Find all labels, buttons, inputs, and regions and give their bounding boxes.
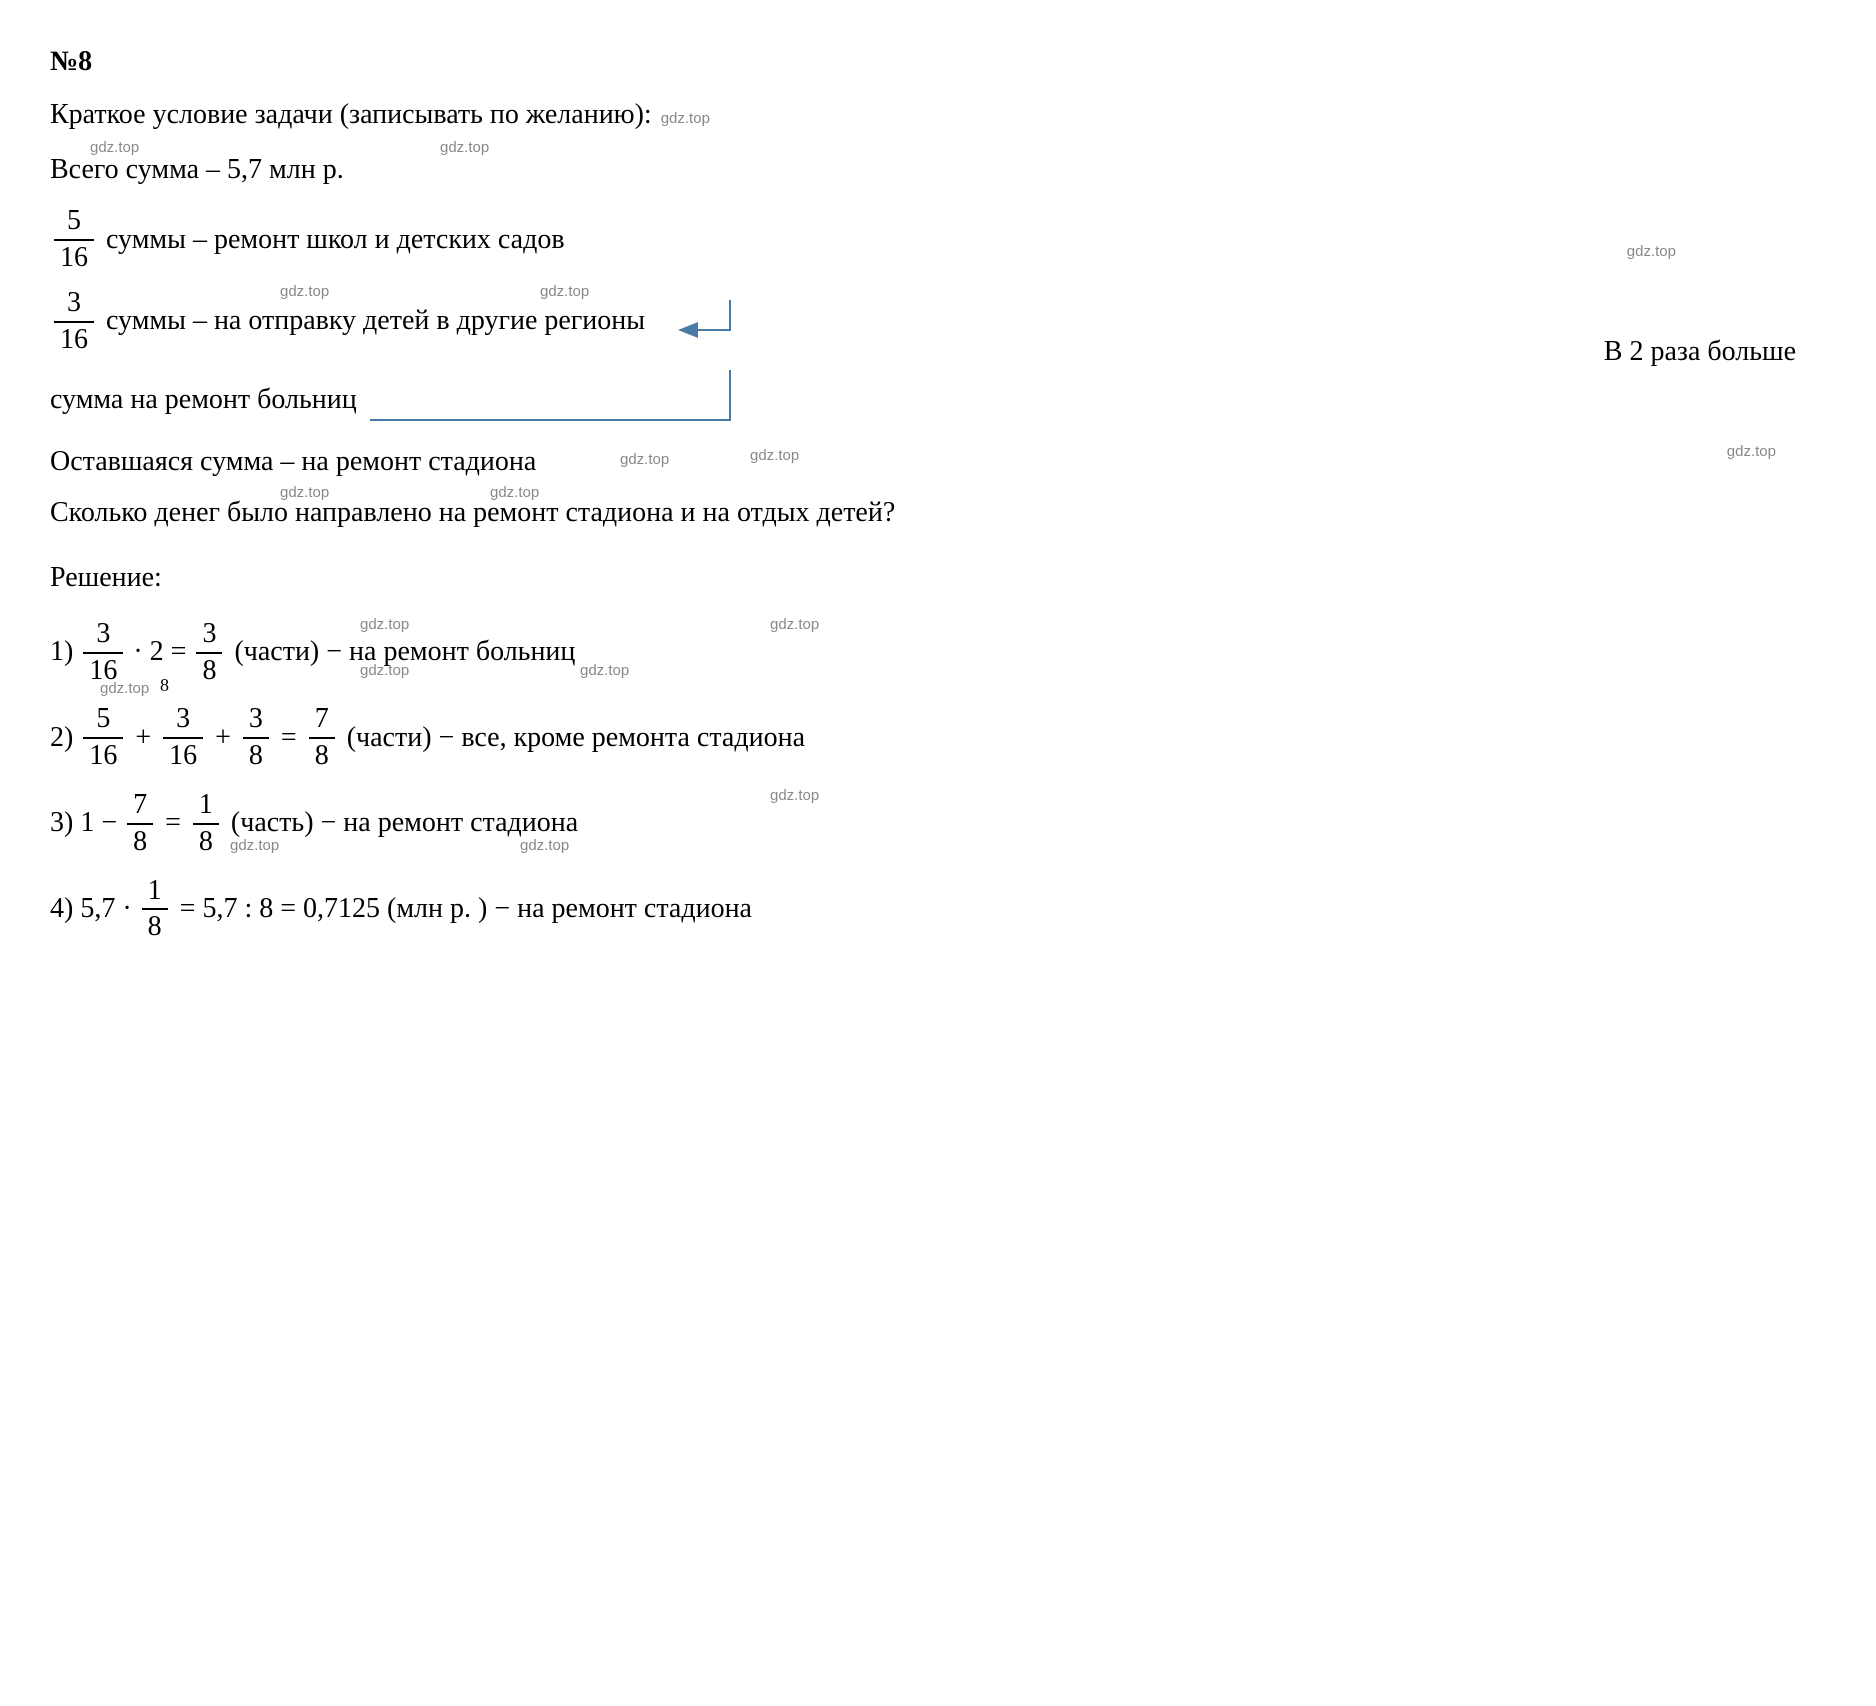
line-condition: Краткое условие задачи (записывать по же… [50, 93, 1826, 138]
frac-num: 7 [127, 790, 153, 825]
cancel-8: 8 [160, 671, 169, 700]
s2-rest: (части) − все, кроме ремонта стадиона [347, 716, 805, 761]
s3-frac1: 7 8 [127, 790, 153, 858]
watermark: gdz.top [580, 659, 629, 683]
s2-frac3: 3 8 [243, 704, 269, 772]
watermark: gdz.top [750, 444, 799, 468]
bracket-label: В 2 раза больше [1604, 330, 1796, 375]
s1-rest: (части) − на ремонт больниц [234, 630, 575, 675]
s3-frac2: 1 8 [193, 790, 219, 858]
watermark: gdz.top [770, 613, 819, 637]
frac-num: 3 [196, 619, 222, 654]
s2-frac1: 5 16 [83, 704, 123, 772]
fraction-row-1: 5 16 суммы – ремонт школ и детских садов [50, 206, 1826, 274]
fraction-1: 5 16 [54, 206, 94, 274]
s1-frac1: 3 16 [83, 619, 123, 687]
fraction-row-2: 3 16 суммы – на отправку детей в другие … [50, 288, 1826, 356]
frac-num: 1 [193, 790, 219, 825]
line-stadium: Оставшаяся сумма – на ремонт стадиона gd… [50, 440, 1826, 485]
frac-num: 3 [243, 704, 269, 739]
solution-step-2: 2) 5 16 + 3 16 + 3 8 = 7 8 (части) − все… [50, 704, 1826, 772]
frac-num: 7 [309, 704, 335, 739]
solution-step-3: 3) 1 − 7 8 = 1 8 (часть) − на ремонт ста… [50, 790, 1826, 858]
s3-prefix: 3) 1 − [50, 801, 117, 846]
solution-label: Решение: [50, 556, 1826, 601]
watermark: gdz.top [620, 448, 669, 472]
frac-num: 3 [83, 619, 123, 654]
frac-den: 8 [193, 825, 219, 858]
frac-den: 16 [54, 241, 94, 274]
frac-den: 8 [127, 825, 153, 858]
s2-prefix: 2) [50, 716, 73, 761]
fraction-2: 3 16 [54, 288, 94, 356]
s4-frac1: 1 8 [142, 876, 168, 944]
frac-den: 16 [54, 323, 94, 356]
solution-step-4: 4) 5,7 · 1 8 = 5,7 : 8 = 0,7125 (млн р. … [50, 876, 1826, 944]
frac-den: 8 [142, 910, 168, 943]
frac-den: 16 [163, 739, 203, 772]
eq: = [281, 716, 297, 761]
s2-frac2: 3 16 [163, 704, 203, 772]
watermark: gdz.top [661, 110, 710, 127]
frac-num: 3 [163, 704, 203, 739]
stadium-text: Оставшаяся сумма – на ремонт стадиона [50, 446, 536, 477]
line-hospitals: сумма на ремонт больниц [50, 378, 1826, 423]
frac2-text: суммы – на отправку детей в другие регио… [106, 299, 645, 344]
problem-number: №8 [50, 40, 1826, 85]
s1-mid: · 2 = [133, 630, 186, 675]
question-text: Сколько денег было направлено на ремонт … [50, 497, 895, 528]
frac-den: 8 [196, 654, 222, 687]
plus: + [135, 716, 151, 761]
condition-text: Краткое условие задачи (записывать по же… [50, 99, 652, 130]
frac-num: 3 [54, 288, 94, 323]
solution-step-1: 1) 3 16 · 2 = 3 8 (части) − на ремонт бо… [50, 619, 1826, 687]
watermark: gdz.top [770, 784, 819, 808]
line-total: gdz.top gdz.top Всего сумма – 5,7 млн р. [50, 148, 1826, 193]
s4-prefix: 4) 5,7 · [50, 887, 132, 932]
eq: = [165, 801, 181, 846]
frac-den: 8 [309, 739, 335, 772]
frac-num: 1 [142, 876, 168, 911]
frac-num: 5 [83, 704, 123, 739]
s1-prefix: 1) [50, 630, 73, 675]
frac-den: 16 [83, 739, 123, 772]
s4-rest: = 5,7 : 8 = 0,7125 (млн р. ) − на ремонт… [180, 887, 752, 932]
plus: + [215, 716, 231, 761]
watermark: gdz.top [440, 136, 489, 160]
frac1-text: суммы – ремонт школ и детских садов [106, 218, 565, 263]
s2-frac4: 7 8 [309, 704, 335, 772]
frac-den: 8 [243, 739, 269, 772]
frac-den: 16 [83, 654, 123, 687]
total-text: Всего сумма – 5,7 млн р. [50, 154, 344, 185]
frac-num: 5 [54, 206, 94, 241]
s3-rest: (часть) − на ремонт стадиона [231, 801, 578, 846]
hospitals-text: сумма на ремонт больниц [50, 384, 357, 415]
s1-frac2: 3 8 [196, 619, 222, 687]
line-question: gdz.top gdz.top Сколько денег было напра… [50, 491, 1826, 536]
